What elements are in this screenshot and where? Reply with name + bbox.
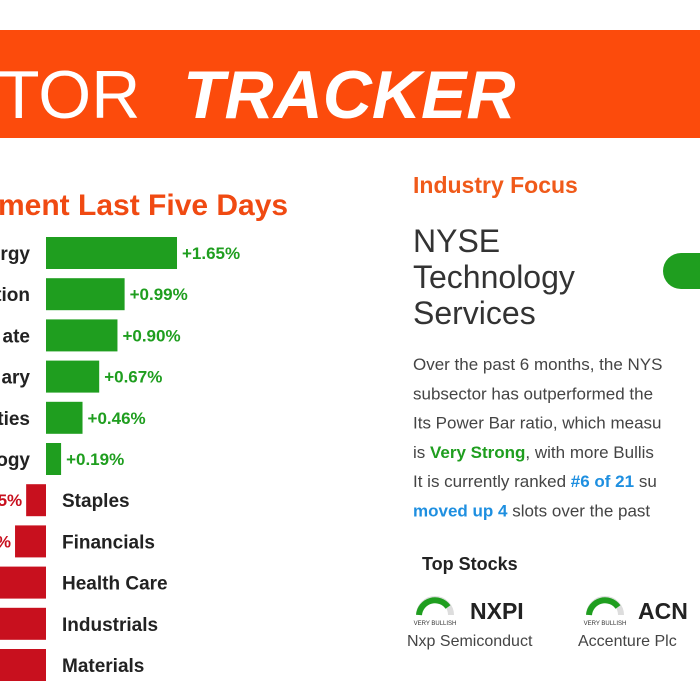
category-label: Staples [62,491,130,512]
gauge [586,597,621,616]
bar [0,607,47,640]
category-label: Materials [62,656,144,677]
top-stocks-heading: Top Stocks [422,554,518,574]
bar [0,566,47,599]
industry-name: Technology [413,259,575,295]
banner-title-bold: TRACKER [183,57,515,133]
paragraph-text: Very Strong [430,443,525,462]
paragraph-text: is [413,443,430,462]
paragraph-text: , with more Bullis [525,443,653,462]
bar [15,525,46,558]
paragraph-line: subsector has outperformed the [413,384,653,403]
paragraph-line: It is currently ranked #6 of 21 su [413,472,657,491]
paragraph-text: Over the past 6 months, the NYS [413,355,662,374]
bar [46,278,125,311]
paragraph-line: Its Power Bar ratio, which measu [413,414,661,433]
gauge [416,597,451,616]
category-label: Health Care [62,574,168,595]
value-label: +0.46% [88,409,146,428]
paragraph-text: subsector has outperformed the [413,384,653,403]
category-label: ergy [0,244,30,265]
bar [26,484,46,517]
value-label: +0.90% [122,326,180,345]
stock-name: Nxp Semiconduct [407,633,533,650]
category-label: ate [3,326,30,347]
value-label: +0.19% [66,450,124,469]
paragraph-line: Over the past 6 months, the NYS [413,355,662,374]
industry-name: NYSE [413,223,500,259]
stock-rating: VERY BULLISH [584,621,627,627]
strength-pill [663,253,700,289]
category-label: ties [0,409,30,430]
bar [46,319,118,352]
banner-title: TOR [0,57,140,133]
stock-rating: VERY BULLISH [414,621,457,627]
paragraph-text: moved up 4 [413,502,508,521]
bar [46,237,178,269]
value-label: 5% [0,491,22,510]
value-label: +0.67% [104,368,162,387]
industry-name: Services [413,295,536,331]
paragraph-text: It is currently ranked [413,472,571,491]
value-label: +1.65% [182,244,240,263]
value-label: % [0,532,11,551]
section-heading: Industry Focus [413,172,578,198]
paragraph-text: slots over the past [507,502,650,521]
value-label: +0.99% [130,285,188,304]
bar [46,401,83,434]
banner [0,30,700,138]
category-label: Industrials [62,615,158,636]
bar [46,443,62,475]
category-label: ary [1,368,30,389]
paragraph-line: moved up 4 slots over the past [413,502,650,521]
bar [46,360,100,393]
paragraph-line: is Very Strong, with more Bullis [413,443,654,462]
category-label: tion [0,285,30,306]
chart-title: ment Last Five Days [0,189,288,222]
stock-ticker: NXPI [470,598,524,624]
paragraph-text: su [634,472,657,491]
category-label: Financials [62,532,155,553]
paragraph-text: #6 of 21 [571,472,634,491]
stock-ticker: ACN [638,598,688,624]
category-label: ogy [0,450,30,471]
paragraph-text: Its Power Bar ratio, which measu [413,414,661,433]
stock-name: Accenture Plc [578,633,677,650]
bar [0,649,47,681]
